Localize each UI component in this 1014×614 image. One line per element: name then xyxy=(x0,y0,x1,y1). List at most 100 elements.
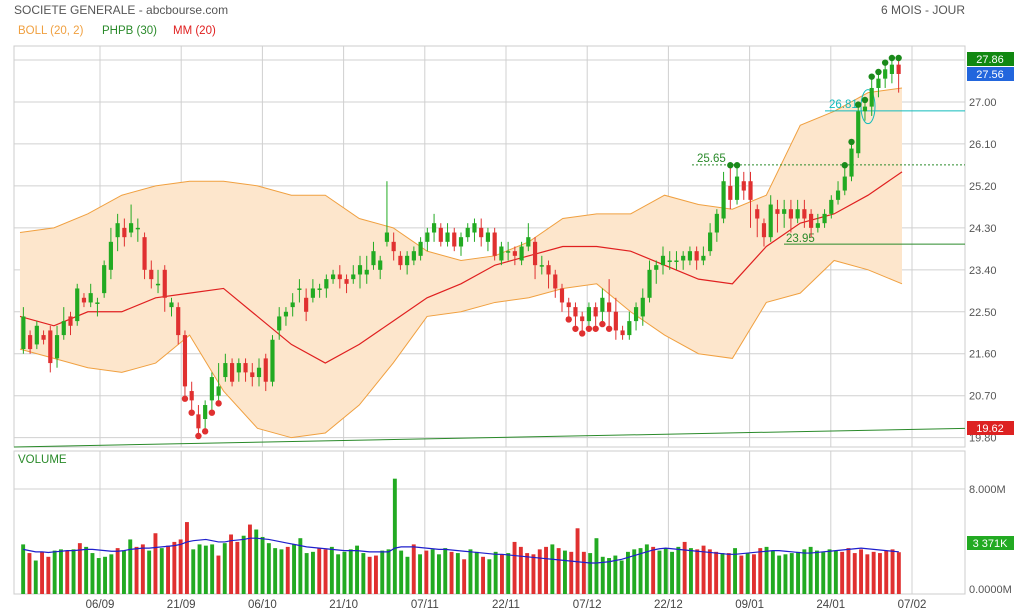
candle xyxy=(532,237,538,280)
volume-bar xyxy=(739,555,744,594)
candle xyxy=(809,209,814,238)
highlight-ellipse xyxy=(860,89,876,125)
volume-bar xyxy=(247,524,252,594)
candle-body xyxy=(553,274,558,289)
volume-bar xyxy=(764,546,769,594)
candle xyxy=(721,171,726,224)
volume-bar xyxy=(203,545,208,594)
volume-bar xyxy=(197,544,202,594)
moving-average-line xyxy=(19,171,903,364)
candle-body xyxy=(519,246,524,261)
volume-bar xyxy=(178,539,183,594)
high-signal-dot xyxy=(888,54,896,62)
candle xyxy=(640,288,645,326)
candle-body xyxy=(633,307,639,322)
candle-body xyxy=(492,232,497,256)
date-tick-label: 09/01 xyxy=(735,599,764,611)
volume-bar xyxy=(663,548,668,594)
candle-body xyxy=(714,213,719,233)
volume-bar xyxy=(77,543,82,594)
volume-bar xyxy=(84,546,89,594)
date-tick-label: 07/11 xyxy=(411,599,439,611)
volume-bar xyxy=(405,556,410,594)
phpb-trendline xyxy=(13,427,966,448)
low-signal-dot xyxy=(181,395,189,402)
volume-bar xyxy=(430,549,435,594)
candle xyxy=(782,199,787,228)
candle-body xyxy=(573,307,578,317)
candle xyxy=(155,269,161,294)
candle xyxy=(122,218,127,247)
candle xyxy=(815,213,820,233)
candle xyxy=(559,283,565,312)
volume-bar xyxy=(846,548,851,594)
candle-body xyxy=(324,279,329,289)
candle-body xyxy=(472,223,477,233)
low-signal-dot xyxy=(195,432,202,440)
volume-badge: 3 371K xyxy=(967,536,1014,550)
candle-body xyxy=(438,227,443,242)
volume-bar xyxy=(40,551,45,594)
candle xyxy=(741,171,746,200)
candle-body xyxy=(142,237,147,270)
candle xyxy=(627,311,632,340)
candle xyxy=(209,372,214,410)
price-panel xyxy=(13,45,966,448)
volume-bar xyxy=(27,553,32,594)
candle xyxy=(526,223,531,252)
volume-bar xyxy=(569,551,574,594)
candle xyxy=(371,241,376,270)
candle xyxy=(485,227,491,252)
volume-bar xyxy=(103,556,108,594)
candle xyxy=(835,181,841,205)
volume-bar xyxy=(707,549,712,594)
candle-body xyxy=(701,255,706,261)
candle xyxy=(748,171,753,228)
candle xyxy=(256,358,262,387)
volume-title: VOLUME xyxy=(18,454,67,466)
candle-body xyxy=(28,335,33,350)
candle xyxy=(728,167,733,210)
candle xyxy=(263,353,268,392)
volume-bar xyxy=(298,538,303,594)
price-axis: 27.9027.0026.1025.2024.3023.4022.5021.60… xyxy=(969,55,997,445)
candle-body xyxy=(351,274,356,280)
candle-body xyxy=(129,223,134,233)
legend-ma: MM (20) xyxy=(173,25,216,37)
candle-body xyxy=(122,227,127,238)
candle-body xyxy=(149,269,154,280)
candle xyxy=(142,232,147,280)
candle-body xyxy=(330,274,336,280)
volume-bar xyxy=(121,550,126,594)
candle-body xyxy=(344,279,349,284)
candle-body xyxy=(822,213,827,224)
volume-bar xyxy=(260,536,265,594)
candle-body xyxy=(876,78,881,88)
volume-ma xyxy=(23,537,899,564)
candle xyxy=(297,279,302,303)
candle xyxy=(418,237,423,261)
candle xyxy=(566,297,571,317)
candle xyxy=(506,241,511,261)
candle-body xyxy=(270,339,275,382)
date-tick-label: 21/09 xyxy=(167,599,196,611)
low-signal-dot xyxy=(201,428,209,435)
volume-bar xyxy=(556,548,561,594)
candle xyxy=(795,199,800,224)
candle-body xyxy=(81,297,87,303)
candle-body xyxy=(883,69,888,79)
candle xyxy=(21,307,26,354)
volume-bar xyxy=(859,549,864,594)
volume-bar xyxy=(607,558,612,594)
date-tick-label: 06/10 xyxy=(248,599,277,611)
volume-bar xyxy=(411,544,416,594)
candle xyxy=(876,73,881,98)
candle-body xyxy=(135,227,140,230)
volume-bar xyxy=(474,551,479,594)
candle xyxy=(411,246,416,266)
candle xyxy=(580,311,585,331)
candle-body xyxy=(243,363,248,373)
candle xyxy=(34,321,39,350)
volume-bar xyxy=(52,550,57,594)
